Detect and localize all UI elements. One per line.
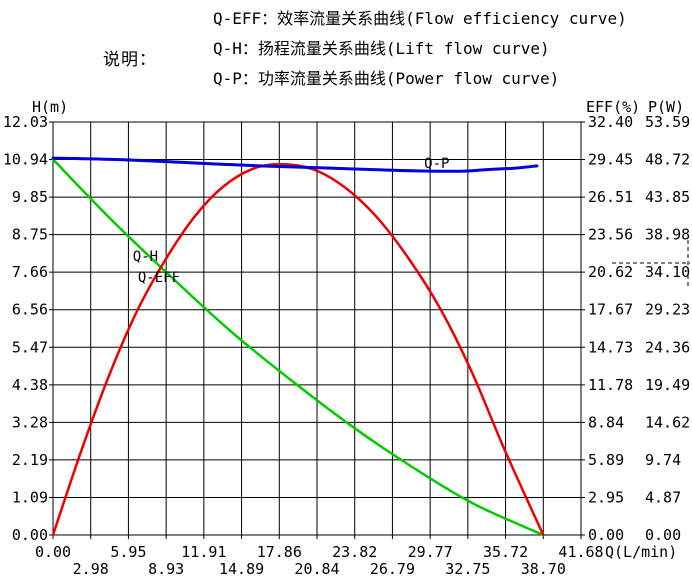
p-tick-label: 14.62 — [645, 413, 690, 431]
p-tick-label: 9.74 — [645, 451, 681, 469]
h-tick-label: 7.66 — [12, 263, 48, 281]
h-tick-label: 12.03 — [3, 113, 48, 131]
eff-tick-label: 8.84 — [588, 413, 624, 431]
p-tick-label: 19.49 — [645, 376, 690, 394]
p-tick-label: 29.23 — [645, 301, 690, 319]
p-tick-label: 24.36 — [645, 338, 690, 356]
eff-tick-label: 14.73 — [588, 338, 633, 356]
legend-item-q-p: Q-P：功率流量关系曲线(Power flow curve) — [213, 69, 560, 88]
eff-tick-label: 20.62 — [588, 263, 633, 281]
eff-tick-label: 32.40 — [588, 113, 633, 131]
legend: 说明： Q-EFF：效率流量关系曲线(Flow efficiency curve… — [0, 0, 692, 96]
p-tick-label: 38.98 — [645, 226, 690, 244]
eff-axis-title: EFF(%) — [586, 98, 640, 116]
q-tick-label: 11.91 — [181, 543, 226, 561]
q-tick-label: 29.77 — [408, 543, 453, 561]
p-axis-title: P(W) — [648, 98, 684, 116]
rated-point-marker — [612, 240, 690, 287]
h-tick-label: 5.47 — [12, 338, 48, 356]
p-tick-label: 0.00 — [645, 526, 681, 544]
h-axis-title: H(m) — [32, 98, 68, 116]
p-tick-label: 34.10 — [645, 263, 690, 281]
q-tick-label: 41.68 — [558, 543, 603, 561]
q-tick-label: 20.84 — [294, 560, 339, 578]
q-h-curve-label: Q-H — [133, 249, 158, 265]
q-eff-curve — [51, 162, 545, 537]
q-p-curve-label: Q-P — [424, 156, 449, 172]
q-tick-label: 23.82 — [332, 543, 377, 561]
h-tick-label: 8.75 — [12, 226, 48, 244]
q-tick-label: 14.89 — [219, 560, 264, 578]
q-tick-label: 17.86 — [257, 543, 302, 561]
h-tick-label: 0.00 — [12, 526, 48, 544]
q-tick-label: 35.72 — [483, 543, 528, 561]
eff-tick-label: 5.89 — [588, 451, 624, 469]
p-tick-label: 48.72 — [645, 151, 690, 169]
p-tick-label: 43.85 — [645, 188, 690, 206]
h-tick-label: 4.38 — [12, 376, 48, 394]
q-eff-curve-label: Q-EFF — [138, 270, 180, 286]
p-tick-label: 53.59 — [645, 113, 690, 131]
h-tick-label: 1.09 — [12, 488, 48, 506]
eff-tick-label: 11.78 — [588, 376, 633, 394]
eff-tick-label: 29.45 — [588, 151, 633, 169]
q-axis-title: Q(L/min) — [605, 543, 677, 561]
legend-items: Q-EFF：效率流量关系曲线(Flow efficiency curve) Q-… — [213, 4, 627, 94]
legend-item-q-h: Q-H：扬程流量关系曲线(Lift flow curve) — [213, 39, 550, 58]
q-tick-label: 2.98 — [73, 560, 109, 578]
q-tick-label: 32.75 — [445, 560, 490, 578]
h-tick-label: 3.28 — [12, 413, 48, 431]
q-tick-label: 26.79 — [370, 560, 415, 578]
q-tick-label: 0.00 — [35, 543, 71, 561]
eff-tick-label: 26.51 — [588, 188, 633, 206]
eff-tick-label: 23.56 — [588, 226, 633, 244]
q-tick-label: 8.93 — [148, 560, 184, 578]
legend-item-q-eff: Q-EFF：效率流量关系曲线(Flow efficiency curve) — [213, 9, 627, 28]
q-tick-label: 38.70 — [521, 560, 566, 578]
eff-tick-label: 0.00 — [588, 526, 624, 544]
q-tick-label: 5.95 — [110, 543, 146, 561]
q-h-curve — [51, 158, 545, 537]
eff-tick-label: 2.95 — [588, 488, 624, 506]
h-tick-label: 2.19 — [12, 451, 48, 469]
legend-label: 说明： — [103, 50, 157, 70]
h-tick-label: 6.56 — [12, 301, 48, 319]
h-tick-label: 10.94 — [3, 151, 48, 169]
p-tick-label: 4.87 — [645, 488, 681, 506]
grid-lines — [49, 121, 585, 539]
q-p-curve — [51, 156, 539, 173]
eff-tick-label: 17.67 — [588, 301, 633, 319]
h-tick-label: 9.85 — [12, 188, 48, 206]
